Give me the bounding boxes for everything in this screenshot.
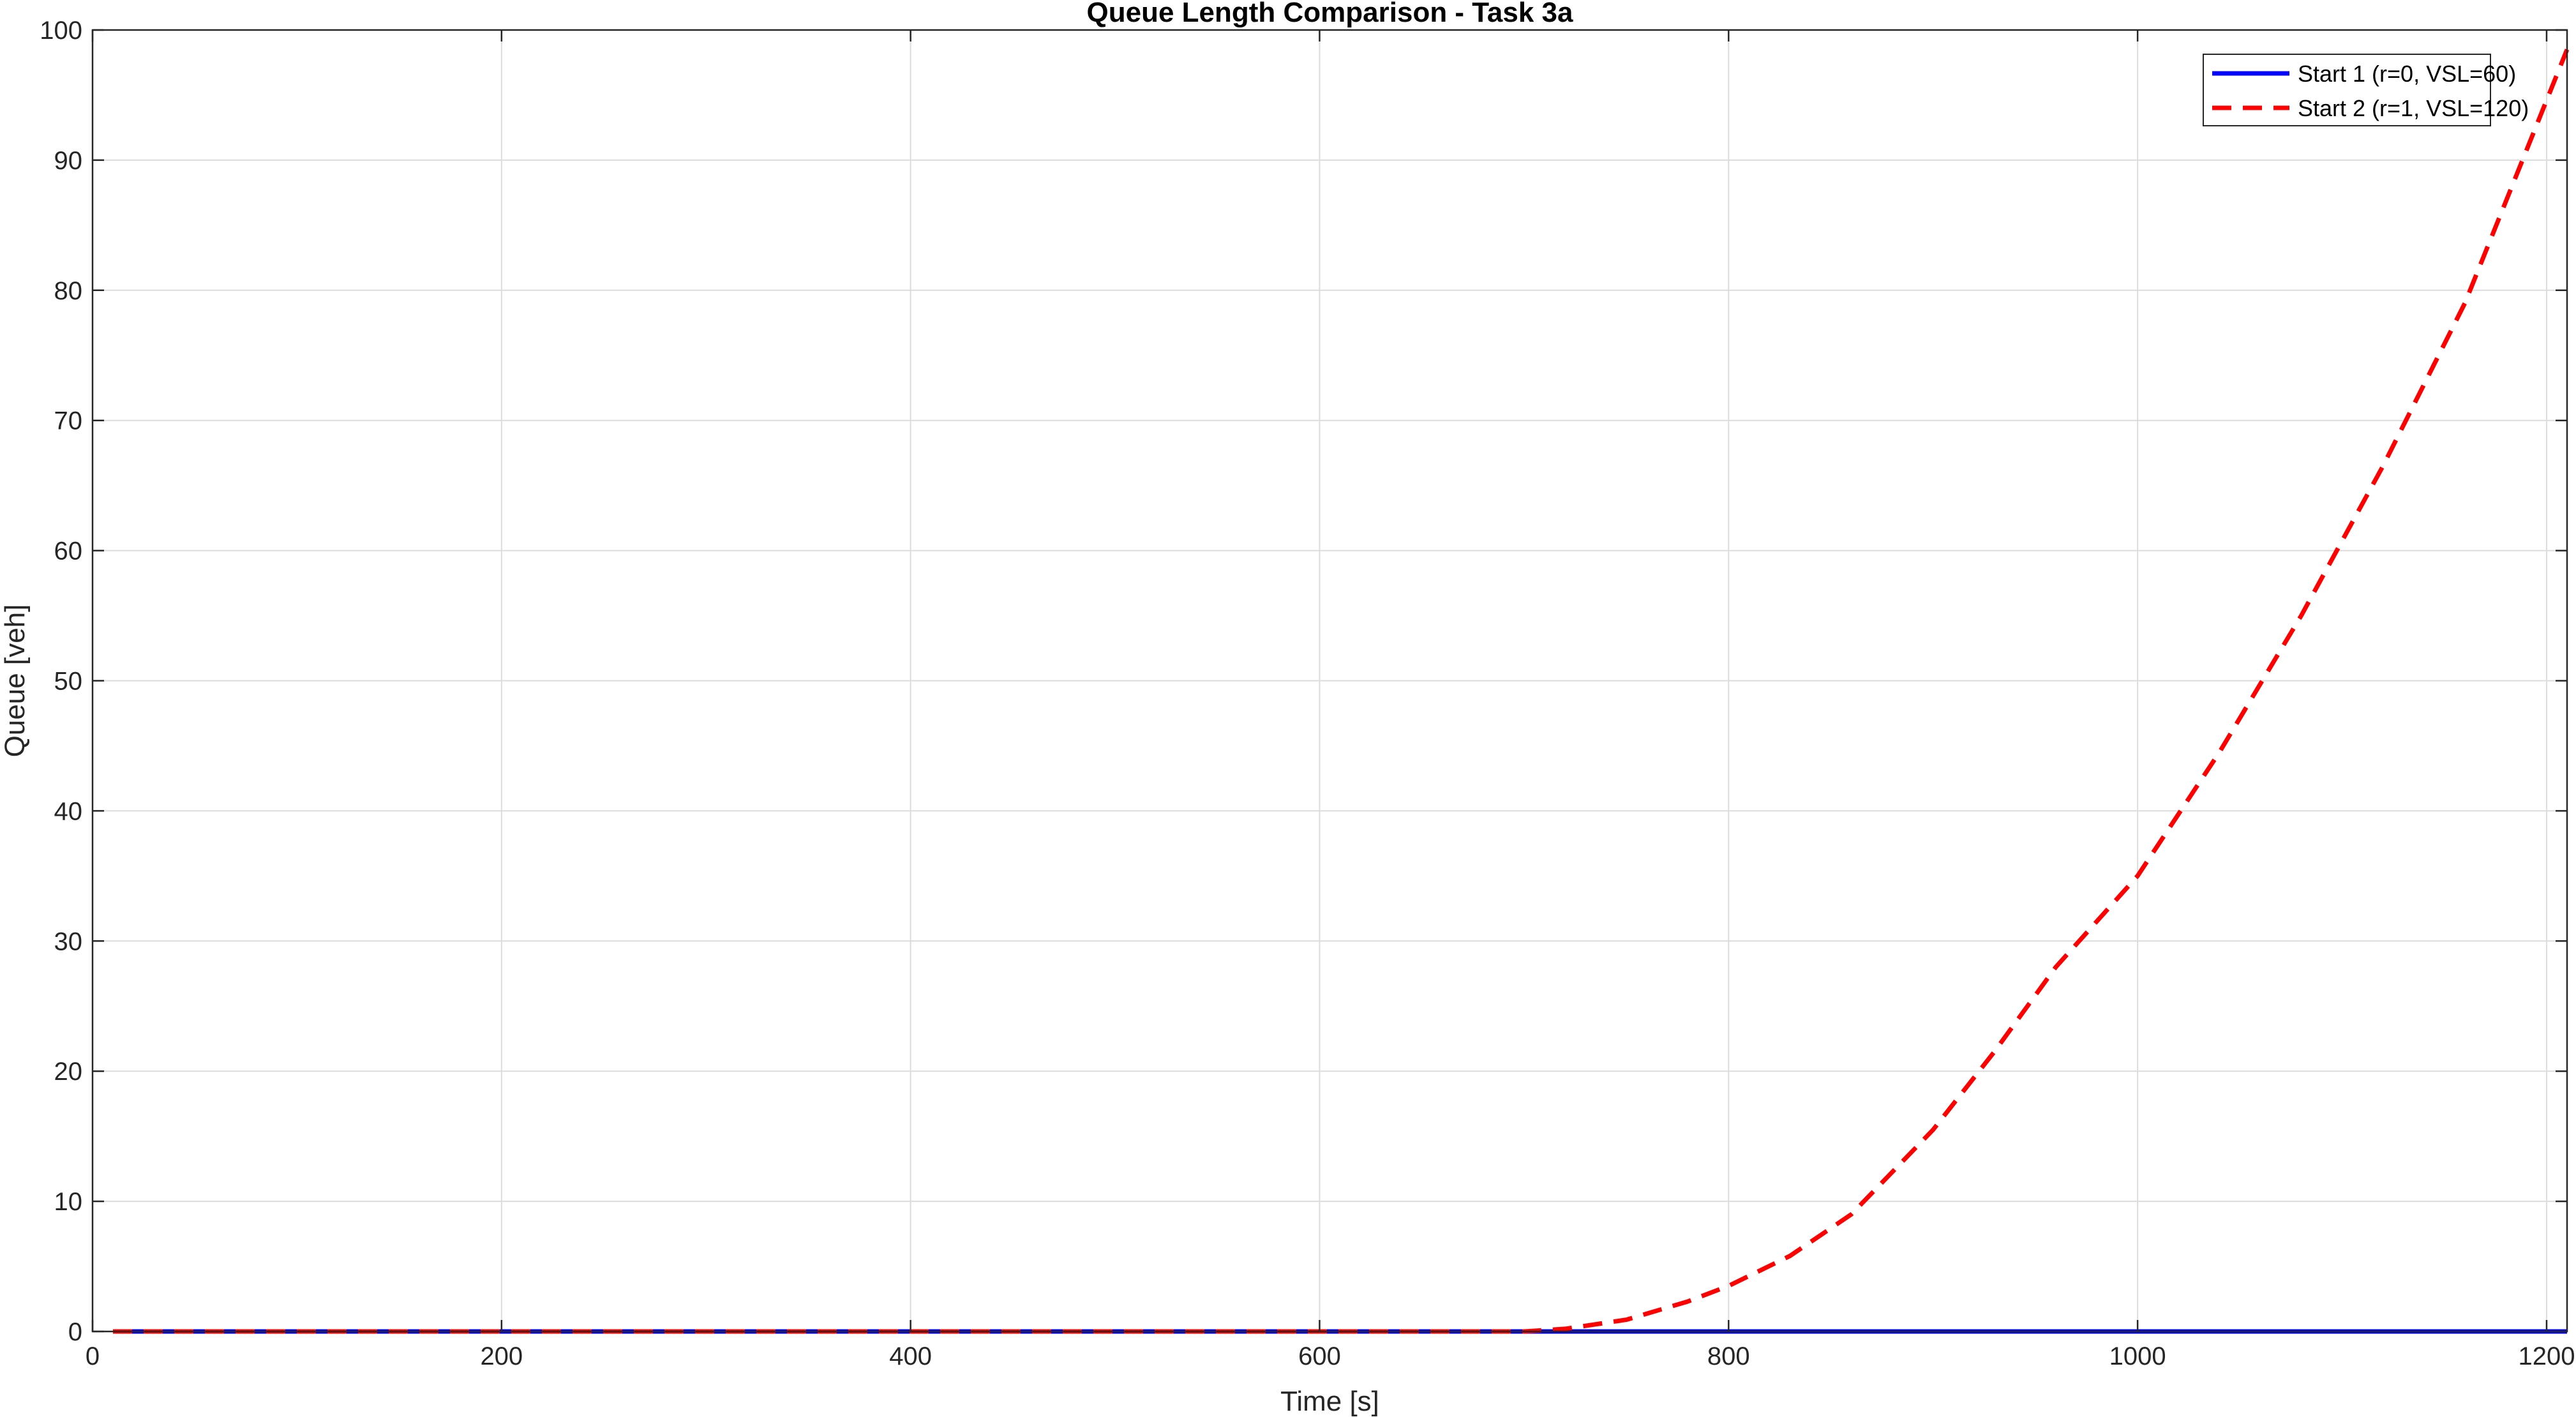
y-tick-label: 80 [54, 277, 83, 305]
x-tick-label: 0 [86, 1342, 100, 1370]
x-axis-title: Time [s] [1280, 1386, 1379, 1417]
legend: Start 1 (r=0, VSL=60) Start 2 (r=1, VSL=… [2203, 54, 2529, 126]
x-tick-label: 1000 [2109, 1342, 2166, 1370]
y-tick-label: 100 [40, 17, 82, 45]
legend-label-start-1: Start 1 (r=0, VSL=60) [2298, 61, 2516, 87]
y-axis-title: Queue [veh] [0, 604, 31, 758]
x-tick-label: 1200 [2518, 1342, 2575, 1370]
x-tick-label: 600 [1298, 1342, 1341, 1370]
y-tick-label: 0 [68, 1318, 82, 1346]
x-tick-label: 800 [1707, 1342, 1750, 1370]
y-tick-label: 50 [54, 668, 83, 696]
legend-box [2203, 54, 2491, 126]
y-tick-label: 20 [54, 1058, 83, 1086]
y-tick-label: 30 [54, 927, 83, 956]
x-tick-label: 400 [889, 1342, 932, 1370]
y-tick-label: 90 [54, 147, 83, 175]
legend-label-start-2: Start 2 (r=1, VSL=120) [2298, 95, 2529, 121]
chart-title: Queue Length Comparison - Task 3a [1087, 0, 1574, 28]
y-tick-label: 60 [54, 537, 83, 566]
y-tick-label: 70 [54, 407, 83, 435]
y-tick-label: 40 [54, 797, 83, 825]
axis-ticks: 0 200 400 600 800 1000 1200 0 10 20 30 40 50 60 70 80 90… [40, 17, 2575, 1370]
grid-lines [93, 30, 2567, 1331]
y-tick-label: 10 [54, 1188, 83, 1216]
x-tick-label: 200 [480, 1342, 523, 1370]
